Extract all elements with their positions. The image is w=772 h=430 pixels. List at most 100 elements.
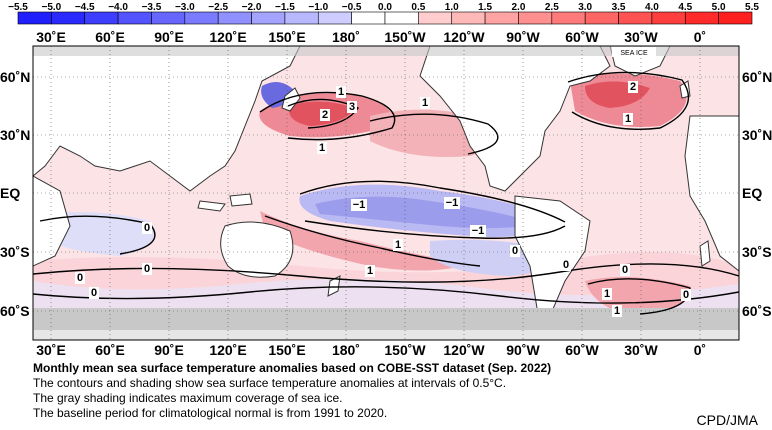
contour-label-bg	[142, 222, 152, 234]
contour-label-bg	[681, 289, 691, 301]
longitude-label-bottom: 60˚W	[565, 342, 599, 358]
colorbar-tick-label: 3.5	[612, 2, 626, 13]
longitude-label-bottom: 30˚E	[36, 342, 66, 358]
caption-line-3: The baseline period for climatological n…	[33, 406, 388, 420]
longitude-label-top: 90˚W	[506, 29, 540, 45]
contour-label: 3	[349, 101, 355, 113]
colorbar-cell	[84, 11, 119, 25]
longitude-label-top: 0˚	[693, 29, 707, 45]
latitude-label-right: 30˚N	[742, 127, 772, 143]
colorbar-tick-label: 1.5	[478, 2, 492, 13]
latitude-label-right: 30˚S	[742, 244, 772, 260]
colorbar-tick-label: 4.5	[678, 2, 692, 13]
contour-label: 1	[422, 97, 428, 109]
graticule	[33, 46, 739, 340]
contour-label-bg	[510, 245, 520, 257]
colorbar-cell	[451, 11, 486, 25]
colorbar-cell	[718, 11, 753, 25]
contour-label-bg	[89, 287, 99, 299]
colorbar-tick-label: 3.0	[578, 2, 592, 13]
contour-label: 0	[144, 222, 150, 234]
contour-label-bg	[393, 239, 403, 251]
colorbar-tick-label: −5.5	[8, 2, 28, 13]
caption-line-1: The contours and shading show sea surfac…	[33, 376, 507, 390]
contour-label: 0	[144, 263, 150, 275]
longitude-label-top: 90˚E	[154, 29, 184, 45]
longitude-label-top: 150˚E	[268, 29, 306, 45]
credit-label: CPD/JMA	[696, 412, 758, 428]
colorbar-tick-labels: −5.5 −5.0 −4.5 −4.0 −3.5 −3.0 −2.5 −2.0 −1.5 −1.0…	[8, 2, 759, 13]
contour-label: 1	[625, 113, 631, 125]
contour-label-bg	[420, 97, 430, 109]
contour-label: −1	[446, 197, 459, 209]
contour-label-bg	[444, 197, 460, 209]
colorbar-cell	[651, 11, 686, 25]
longitude-label-top: 180˚	[331, 29, 361, 45]
contour-label: 0	[512, 245, 518, 257]
colorbar-cell	[17, 11, 52, 25]
colorbar-tick-label: −2.5	[208, 2, 228, 13]
contour-label: 0	[91, 287, 97, 299]
colorbar-cell	[518, 11, 553, 25]
latitude-label-right: 60˚N	[742, 69, 772, 85]
contour-label-bg	[317, 142, 327, 154]
colorbar-tick-label: −3.0	[175, 2, 195, 13]
colorbar-cell	[151, 11, 186, 25]
contour-label-bg	[336, 86, 346, 98]
longitude-label-top: 60˚E	[95, 29, 125, 45]
latitude-label-left: 60˚S	[0, 303, 30, 319]
longitude-label-top: 30˚E	[36, 29, 66, 45]
colorbar-cell	[584, 11, 619, 25]
contour-label: 2	[322, 109, 328, 121]
contour-label-bg	[612, 305, 622, 317]
contour-label-bg	[628, 81, 638, 93]
longitude-label-bottom: 120˚W	[443, 342, 485, 358]
colorbar-tick-label: 2.0	[512, 2, 526, 13]
longitude-label-bottom: 120˚E	[209, 342, 247, 358]
contour-label: −1	[472, 225, 485, 237]
colorbar-tick-label: −4.5	[75, 2, 95, 13]
colorbar-cell	[551, 11, 586, 25]
colorbar-tick-label: 5.0	[712, 2, 726, 13]
colorbar-cell	[184, 11, 219, 25]
longitude-label-bottom: 90˚E	[154, 342, 184, 358]
colorbar-tick-label: −4.0	[108, 2, 128, 13]
contour-label-bg	[351, 199, 367, 211]
colorbar-cell	[418, 11, 453, 25]
colorbar-tick-label: 0.0	[378, 2, 392, 13]
colorbar-tick-label: 2.5	[545, 2, 559, 13]
contour-label-bg	[75, 272, 85, 284]
colorbar-cell	[384, 11, 419, 25]
longitude-label-bottom: 0˚	[693, 342, 707, 358]
longitude-label-top: 120˚E	[209, 29, 247, 45]
caption-title: Monthly mean sea surface temperature ano…	[33, 361, 552, 375]
colorbar-tick-label: −1.0	[308, 2, 328, 13]
colorbar-tick-label: −3.5	[142, 2, 162, 13]
latitude-label-left: EQ	[0, 185, 21, 201]
sea-ice-label: SEA ICE	[620, 50, 648, 57]
contour-label-bg	[470, 225, 486, 237]
longitude-label-bottom: 60˚E	[95, 342, 125, 358]
colorbar-tick-label: −5.0	[41, 2, 61, 13]
longitude-label-bottom: 180˚	[331, 342, 361, 358]
contour-label: 1	[338, 86, 344, 98]
colorbar-cell	[618, 11, 653, 25]
contour-label: 0	[563, 259, 569, 271]
contour-label: 1	[319, 142, 325, 154]
sea-ice-region	[33, 308, 739, 330]
colorbar-tick-label: −0.5	[342, 2, 362, 13]
longitude-label-bottom: 150˚E	[268, 342, 306, 358]
colorbar-cell	[217, 11, 252, 25]
latitude-label-left: 30˚S	[0, 244, 30, 260]
contour-label-bg	[142, 263, 152, 275]
figure-caption: Monthly mean sea surface temperature ano…	[33, 361, 633, 421]
contour-label: 1	[614, 305, 620, 317]
longitude-label-top: 120˚W	[443, 29, 485, 45]
contour-label: 1	[395, 239, 401, 251]
longitude-label-top: 30˚W	[624, 29, 658, 45]
colorbar-tick-label: −2.0	[242, 2, 262, 13]
colorbar-cell	[317, 11, 352, 25]
contour-label: 1	[604, 288, 610, 300]
colorbar-tick-label: 0.5	[411, 2, 425, 13]
